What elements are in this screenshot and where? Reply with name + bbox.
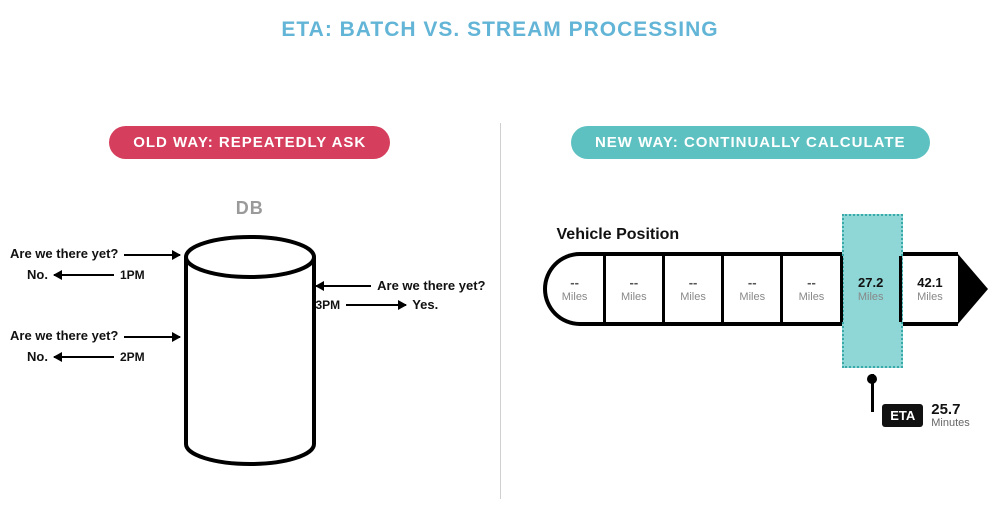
db-label: DB <box>0 198 500 219</box>
query-question: Are we there yet? <box>377 278 485 293</box>
eta-unit: Minutes <box>931 417 970 429</box>
cell-unit: Miles <box>739 291 765 303</box>
stream-cell: --Miles <box>724 256 783 322</box>
stream-bar: --Miles--Miles--Miles--Miles--Miles27.2M… <box>543 252 989 326</box>
stream-cell: 42.1Miles <box>902 256 958 322</box>
query-answer: No. <box>10 349 54 364</box>
arrow-right-icon <box>346 304 406 306</box>
stream-body: --Miles--Miles--Miles--Miles--Miles27.2M… <box>543 252 959 326</box>
eta-label-box: ETA <box>882 404 923 427</box>
stream-cell: --Miles <box>665 256 724 322</box>
query-answer: Yes. <box>412 297 438 312</box>
eta-pointer-line <box>871 374 874 412</box>
vehicle-position-label: Vehicle Position <box>557 226 680 244</box>
eta-value: 25.7 <box>931 402 970 417</box>
cell-unit: Miles <box>562 291 588 303</box>
new-way-pill: NEW WAY: CONTINUALLY CALCULATE <box>571 126 930 159</box>
query-time: 3PM <box>316 298 341 312</box>
arrow-left-icon <box>54 274 114 276</box>
page-title: ETA: BATCH VS. STREAM PROCESSING <box>0 18 1000 42</box>
cell-value: -- <box>629 275 638 290</box>
cell-value: -- <box>570 275 579 290</box>
cell-value: -- <box>748 275 757 290</box>
eta-badge: ETA 25.7 Minutes <box>882 402 970 429</box>
cell-unit: Miles <box>621 291 647 303</box>
cell-value: -- <box>807 275 816 290</box>
db-cylinder-icon <box>180 233 320 468</box>
arrow-right-icon <box>124 254 180 256</box>
stream-cell: --Miles <box>547 256 606 322</box>
stream-arrowhead-icon <box>958 254 988 324</box>
arrow-left-icon <box>316 285 372 287</box>
stream-cell: 27.2Miles <box>843 256 902 322</box>
query-group-2: Are we there yet? 3PM Yes. <box>316 278 486 312</box>
cell-unit: Miles <box>799 291 825 303</box>
cell-unit: Miles <box>680 291 706 303</box>
query-time: 2PM <box>120 350 145 364</box>
left-column: OLD WAY: REPEATEDLY ASK DB Are we there … <box>0 78 500 519</box>
cell-value: -- <box>689 275 698 290</box>
cell-unit: Miles <box>858 291 884 303</box>
query-question: Are we there yet? <box>10 328 118 343</box>
query-answer: No. <box>10 267 54 282</box>
right-column: NEW WAY: CONTINUALLY CALCULATE Vehicle P… <box>501 78 1000 519</box>
columns: OLD WAY: REPEATEDLY ASK DB Are we there … <box>0 78 1000 519</box>
query-time: 1PM <box>120 268 145 282</box>
query-question: Are we there yet? <box>10 246 118 261</box>
query-group-0: Are we there yet? No. 1PM <box>10 246 180 282</box>
stream-cell: --Miles <box>783 256 842 322</box>
cell-unit: Miles <box>917 291 943 303</box>
stream-cell: --Miles <box>606 256 665 322</box>
query-group-1: Are we there yet? No. 2PM <box>10 328 180 364</box>
cell-value: 27.2 <box>858 275 883 290</box>
arrow-right-icon <box>124 336 180 338</box>
cell-value: 42.1 <box>917 275 942 290</box>
old-way-pill: OLD WAY: REPEATEDLY ASK <box>109 126 390 159</box>
arrow-left-icon <box>54 356 114 358</box>
